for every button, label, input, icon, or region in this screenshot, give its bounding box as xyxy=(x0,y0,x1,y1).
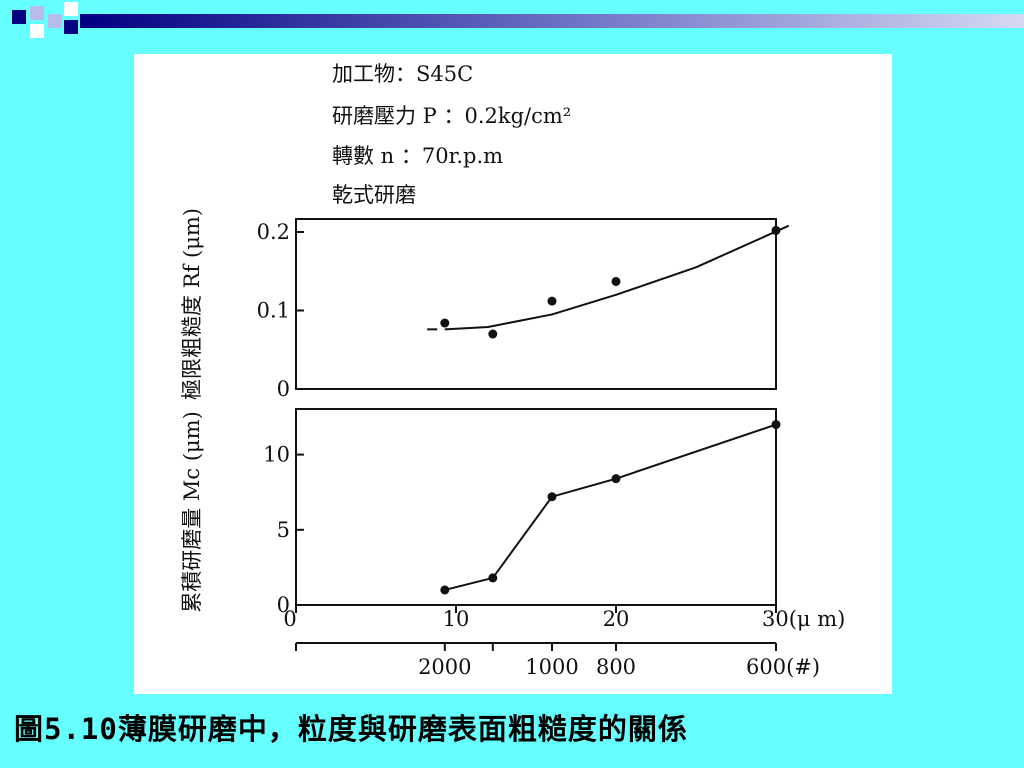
condition-line: 轉數 n ：70r.p.m xyxy=(332,144,503,168)
fit-curve xyxy=(444,224,790,331)
y-tick-label: 0.2 xyxy=(257,220,290,244)
y-tick-label: 0.1 xyxy=(257,299,290,323)
x-axis: 0 10 20 30(μ m) 2000 1000 800 600(#) xyxy=(283,605,845,679)
condition-line: 乾式研磨 xyxy=(332,183,416,207)
mesh-label: 2000 xyxy=(418,655,471,679)
figure-caption: 圖5.10薄膜研磨中，粒度與研磨表面粗糙度的關係 xyxy=(14,712,688,746)
removal-chart: 0 5 10 累積研磨量 Mc (μm) xyxy=(180,408,781,617)
y-tick-label: 0 xyxy=(277,593,290,617)
x-tick-label: 0 xyxy=(283,607,296,631)
x-tick-label: 10 xyxy=(443,607,470,631)
y-tick-label: 10 xyxy=(263,443,290,467)
data-point xyxy=(611,276,621,286)
slide-header-decoration xyxy=(0,0,1024,50)
data-point xyxy=(547,492,557,502)
data-point xyxy=(771,420,781,430)
plot-frame xyxy=(295,218,777,390)
mesh-label: 1000 xyxy=(525,655,578,679)
data-point xyxy=(488,329,498,339)
data-point xyxy=(488,573,498,583)
x-tick-label: 20 xyxy=(603,607,630,631)
plot-frame xyxy=(295,408,777,606)
y-tick-label: 5 xyxy=(277,518,290,542)
condition-line: 研磨壓力 P ：0.2kg/cm² xyxy=(332,104,571,128)
data-point xyxy=(547,296,557,306)
data-point xyxy=(440,318,450,328)
series-line xyxy=(444,423,777,591)
condition-line: 加工物：S45C xyxy=(332,62,473,86)
mesh-label: 600(#) xyxy=(746,655,820,679)
y-tick-label: 0 xyxy=(277,377,290,401)
x-tick-label: 30(μ m) xyxy=(762,607,845,631)
y-axis-label: 極限粗糙度 Rf (μm) xyxy=(180,208,204,400)
mesh-label: 800 xyxy=(596,655,636,679)
data-point xyxy=(440,585,450,595)
roughness-chart: 0 0.1 0.2 極限粗糙度 Rf (μm) xyxy=(180,208,790,401)
figure-panel: 加工物：S45C 研磨壓力 P ：0.2kg/cm² 轉數 n ：70r.p.m… xyxy=(134,54,892,694)
data-point xyxy=(771,225,781,235)
y-axis-label: 累積研磨量 Mc (μm) xyxy=(180,411,204,613)
data-point xyxy=(611,474,621,484)
